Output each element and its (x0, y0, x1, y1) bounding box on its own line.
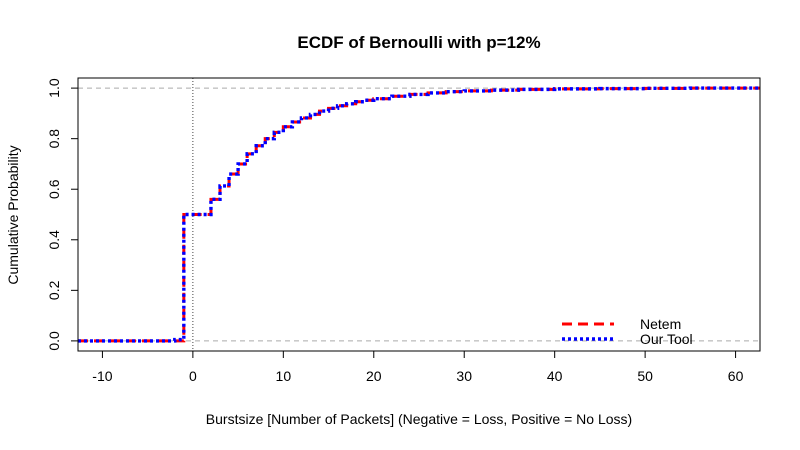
y-tick-label: 0.2 (46, 280, 62, 300)
series-line-netem (78, 86, 760, 343)
x-tick-label: 0 (189, 368, 197, 384)
reference-lines (78, 78, 760, 351)
y-tick-label: 0.6 (46, 179, 62, 199)
x-axis-label: Burstsize [Number of Packets] (Negative … (206, 411, 632, 427)
y-tick-label: 0.4 (46, 230, 62, 250)
x-tick-label: 50 (637, 368, 653, 384)
x-tick-label: 60 (728, 368, 744, 384)
y-axis-label: Cumulative Probability (5, 145, 21, 284)
legend-netem-label: Netem (640, 316, 681, 332)
x-tick-label: 20 (366, 368, 382, 384)
x-axis: -10 0 10 20 30 40 50 60 (92, 351, 744, 384)
x-tick-label: -10 (92, 368, 112, 384)
series-layer (78, 86, 760, 343)
y-tick-label: 1.0 (46, 78, 62, 98)
y-tick-label: 0.0 (46, 331, 62, 351)
series-line-our-tool (78, 86, 760, 343)
x-tick-label: 30 (456, 368, 472, 384)
y-tick-label: 0.8 (46, 129, 62, 149)
chart-title: ECDF of Bernoulli with p=12% (297, 33, 540, 52)
x-tick-label: 10 (276, 368, 292, 384)
y-axis: 0.0 0.2 0.4 0.6 0.8 1.0 (46, 78, 78, 351)
x-tick-label: 40 (547, 368, 563, 384)
plot-frame (77, 77, 761, 352)
legend-our-tool-label: Our Tool (640, 331, 693, 347)
